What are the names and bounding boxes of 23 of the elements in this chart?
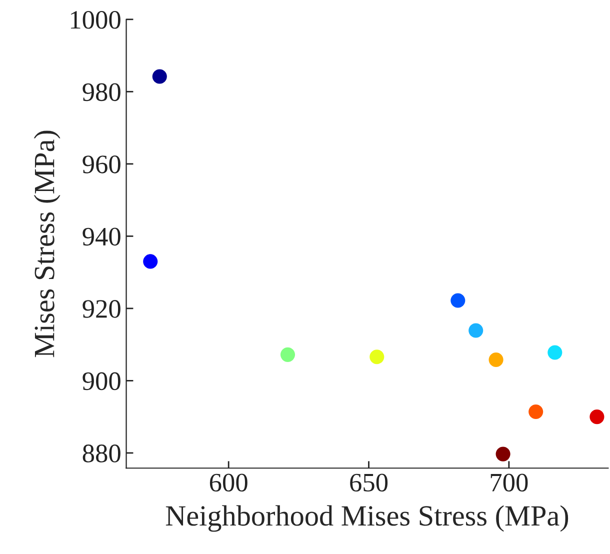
point bbox=[468, 323, 484, 338]
point bbox=[152, 69, 167, 84]
point bbox=[450, 293, 466, 308]
point bbox=[143, 254, 158, 269]
point bbox=[496, 446, 510, 462]
point bbox=[548, 345, 562, 360]
y-axis-title: Mises Stress (MPa) bbox=[34, 130, 60, 358]
y-tick-label: 940 bbox=[82, 228, 120, 246]
point bbox=[280, 347, 296, 362]
point bbox=[488, 352, 504, 368]
y-tick-label: 1000 bbox=[70, 10, 120, 29]
point bbox=[590, 410, 604, 424]
x-tick-label: 650 bbox=[350, 474, 388, 492]
y-tick-label: 900 bbox=[82, 372, 120, 390]
x-tick-label: 700 bbox=[490, 474, 528, 492]
x-axis-title: Neighborhood Mises Stress (MPa) bbox=[166, 505, 568, 532]
y-tick-label: 980 bbox=[82, 83, 120, 102]
y-tick-label: 960 bbox=[82, 156, 120, 174]
point bbox=[528, 404, 544, 420]
x-tick-label: 600 bbox=[210, 474, 248, 492]
y-tick-label: 920 bbox=[82, 300, 120, 318]
point bbox=[370, 350, 384, 364]
y-tick-label: 880 bbox=[82, 444, 120, 462]
